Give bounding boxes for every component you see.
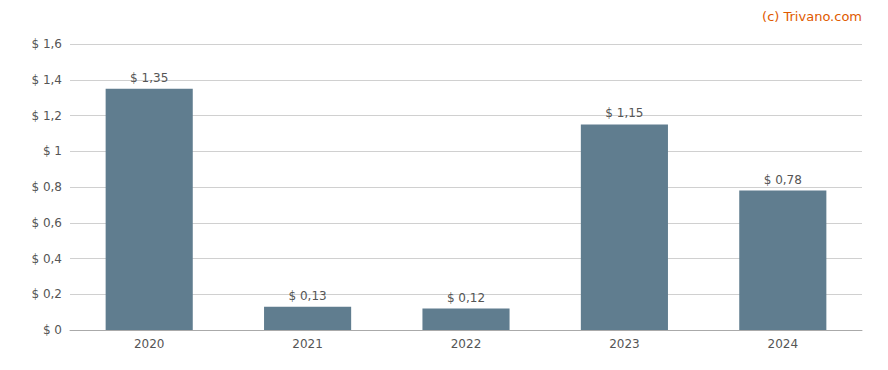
svg-text:2021: 2021 xyxy=(292,337,323,351)
svg-text:$ 1: $ 1 xyxy=(43,144,62,158)
svg-text:$ 0,4: $ 0,4 xyxy=(31,252,62,266)
svg-text:$ 1,2: $ 1,2 xyxy=(31,109,62,123)
svg-text:2024: 2024 xyxy=(768,337,799,351)
svg-text:$ 0: $ 0 xyxy=(43,323,62,337)
svg-text:$ 0,6: $ 0,6 xyxy=(31,216,62,230)
svg-text:$ 1,15: $ 1,15 xyxy=(605,106,643,120)
svg-text:(c) Trivano.com: (c) Trivano.com xyxy=(762,9,862,24)
svg-text:$ 1,4: $ 1,4 xyxy=(31,73,62,87)
svg-text:$ 0,78: $ 0,78 xyxy=(764,173,802,187)
svg-text:$ 0,2: $ 0,2 xyxy=(31,287,62,301)
svg-text:2022: 2022 xyxy=(451,337,482,351)
svg-text:2020: 2020 xyxy=(134,337,165,351)
svg-text:2023: 2023 xyxy=(609,337,640,351)
svg-text:$ 0,13: $ 0,13 xyxy=(289,289,327,303)
svg-text:$ 0,8: $ 0,8 xyxy=(31,180,62,194)
svg-text:$ 1,6: $ 1,6 xyxy=(31,37,62,51)
svg-text:$ 1,35: $ 1,35 xyxy=(130,71,168,85)
svg-text:$ 0,12: $ 0,12 xyxy=(447,291,485,305)
